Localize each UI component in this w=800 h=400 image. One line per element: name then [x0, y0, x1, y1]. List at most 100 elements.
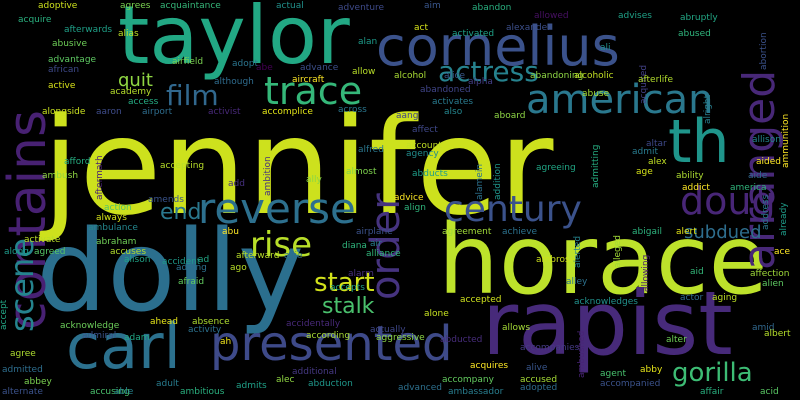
- word-rise: rise: [250, 225, 313, 265]
- word-acquires: acquires: [470, 361, 509, 371]
- word-activates: activates: [432, 97, 474, 107]
- word-accusing: accusing: [90, 387, 130, 397]
- word-affair: affair: [700, 387, 724, 397]
- word-abducts: abuse: [582, 89, 610, 99]
- word-accidentally: accidentally: [286, 319, 341, 329]
- word-adding: adding: [176, 263, 207, 273]
- word-abandoned: abandoned: [420, 85, 471, 95]
- word-allison: allison: [752, 135, 781, 145]
- word-adventure: adventure: [338, 3, 385, 13]
- word-aboard: aboard: [494, 111, 526, 121]
- word-alerted: alerted: [573, 235, 583, 268]
- word-ability: ability: [676, 171, 704, 181]
- word-start: start: [314, 268, 375, 298]
- word-advice: advice: [394, 193, 424, 203]
- word-airplane: airplane: [356, 227, 393, 237]
- word-agree: agree: [10, 349, 36, 359]
- word-alec: alec: [276, 375, 295, 385]
- word-admits: admits: [236, 381, 267, 391]
- word-abduction: abduction: [308, 379, 353, 389]
- word-reverse: reverse: [198, 184, 356, 233]
- word-american: american: [526, 77, 714, 123]
- word-already: already: [779, 202, 789, 236]
- word-accomplice: accomplice: [262, 107, 313, 117]
- word-act: act: [414, 23, 428, 33]
- word-along: along: [4, 247, 29, 257]
- word-alliance: alliance: [366, 249, 401, 259]
- word-adam: adam: [124, 333, 150, 343]
- word-align: align: [404, 203, 426, 213]
- word-alter: alter: [666, 335, 687, 345]
- word-quit: quit: [118, 70, 153, 91]
- word-active: active: [48, 81, 76, 91]
- word-address: address: [761, 194, 771, 230]
- word-ambition: ambition: [263, 156, 273, 196]
- word-accompany: accompany: [442, 375, 494, 385]
- word-allowing: allowing: [641, 254, 651, 292]
- word-alleged: alleged: [613, 234, 623, 268]
- word-acquaintance: acquaintance: [160, 1, 221, 11]
- word-abusive: abusive: [52, 39, 87, 49]
- word-alpha: alpha: [468, 77, 493, 87]
- word-ace: ace: [774, 247, 791, 257]
- word-actual: actual: [276, 1, 304, 11]
- word-ally: ally: [306, 175, 322, 185]
- word-ambrose: ambrose: [536, 255, 576, 265]
- word-action: action: [104, 203, 132, 213]
- word-agrees: agrees: [120, 1, 151, 11]
- word-adult: adult: [156, 379, 179, 389]
- word-academy: academy: [110, 87, 152, 97]
- word-absence: absence: [192, 317, 230, 327]
- word-abbey: abbey: [24, 377, 52, 387]
- word-admitted: admitted: [2, 365, 43, 375]
- word-activate: activate: [24, 235, 61, 245]
- word-advises: advises: [618, 11, 652, 21]
- word-alcoholic: alcoholic: [574, 71, 614, 81]
- word-afterwards: afterwards: [64, 25, 113, 35]
- word-accepted: accepted: [460, 295, 502, 305]
- word-diana: diana: [342, 241, 367, 251]
- word-ah: ah: [220, 337, 232, 347]
- word-alone: alone: [424, 309, 449, 319]
- word-th: th: [668, 107, 730, 177]
- word-alan: alan: [358, 37, 378, 47]
- word-alamein: alamein: [475, 163, 485, 200]
- word-adopted: adopted: [520, 383, 558, 393]
- word-alias: alias: [118, 29, 139, 39]
- word-allow: allow: [352, 67, 376, 77]
- word-accuses: accuses: [110, 247, 147, 257]
- word-agent: agent: [600, 369, 626, 379]
- word-addict: addict: [682, 183, 710, 193]
- word-agency: agency: [406, 149, 439, 159]
- word-achieve: achieve: [502, 227, 538, 237]
- word-cornelius: cornelius: [376, 15, 620, 78]
- word-activist: activist: [208, 107, 241, 117]
- word-afraid: afraid: [178, 277, 205, 287]
- word-abby: abby: [640, 365, 663, 375]
- word-abducted: abducts: [412, 169, 448, 179]
- word-abortion: abortion: [759, 32, 769, 70]
- word-alley: alley: [566, 277, 588, 287]
- word-allows: allows: [502, 323, 531, 333]
- word-agreeing: agreeing: [536, 163, 576, 173]
- word-always: always: [96, 213, 127, 223]
- word-advance: advance: [300, 63, 339, 73]
- word-alfred: alfred: [358, 145, 384, 155]
- word-alice: alice: [444, 71, 466, 81]
- word-account: account: [406, 141, 442, 151]
- word-acquire: acquire: [18, 15, 52, 25]
- word-alternate: alternate: [2, 387, 43, 397]
- word-airfield: airfield: [172, 57, 204, 67]
- word-subdued: subdued: [684, 222, 762, 243]
- word-air: air: [370, 239, 382, 249]
- word-adopt: adopt: [232, 59, 258, 69]
- word-afterlife: afterlife: [638, 75, 673, 85]
- word-taylor: taylor: [118, 0, 350, 82]
- word-dolly: dolly: [36, 207, 305, 337]
- word-agreement: agreement: [442, 227, 492, 237]
- word-alarm: alarm: [348, 269, 374, 279]
- word-accepts: accepts: [330, 283, 365, 293]
- word-according: according: [306, 331, 351, 341]
- word-advantage: advantage: [48, 55, 97, 65]
